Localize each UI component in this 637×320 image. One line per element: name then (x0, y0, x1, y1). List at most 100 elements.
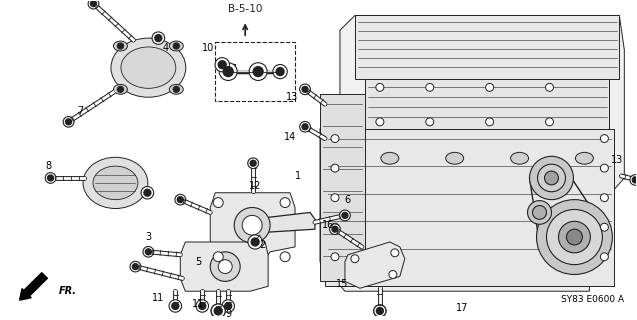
Circle shape (331, 164, 339, 172)
Circle shape (218, 260, 233, 274)
Circle shape (218, 61, 226, 69)
Circle shape (273, 65, 287, 79)
Circle shape (536, 200, 612, 275)
Polygon shape (320, 94, 365, 281)
Circle shape (169, 300, 182, 312)
Circle shape (533, 205, 547, 219)
Polygon shape (210, 193, 295, 267)
Circle shape (173, 43, 179, 49)
Circle shape (48, 175, 54, 181)
Ellipse shape (169, 41, 183, 51)
Ellipse shape (83, 157, 148, 209)
Circle shape (276, 68, 284, 76)
Circle shape (248, 158, 259, 169)
Circle shape (250, 160, 256, 166)
Ellipse shape (381, 152, 399, 164)
Polygon shape (355, 15, 619, 79)
Circle shape (376, 118, 384, 126)
Circle shape (329, 224, 340, 235)
Circle shape (601, 223, 608, 231)
Text: 17: 17 (455, 303, 468, 313)
Polygon shape (320, 15, 624, 291)
Text: 8: 8 (45, 161, 52, 171)
Circle shape (601, 135, 608, 142)
Ellipse shape (446, 152, 464, 164)
Polygon shape (345, 242, 404, 288)
Ellipse shape (121, 47, 176, 88)
Circle shape (391, 249, 399, 257)
Text: SY83 E0600 A: SY83 E0600 A (561, 295, 624, 304)
Ellipse shape (111, 38, 186, 97)
Circle shape (374, 305, 386, 317)
Polygon shape (325, 129, 614, 286)
Circle shape (389, 270, 397, 278)
Circle shape (545, 84, 554, 91)
Circle shape (630, 175, 637, 185)
Text: 3: 3 (145, 232, 152, 242)
Circle shape (223, 67, 233, 76)
Circle shape (145, 249, 152, 255)
Circle shape (545, 118, 554, 126)
Circle shape (155, 35, 162, 42)
Circle shape (299, 121, 310, 132)
Circle shape (601, 164, 608, 172)
Circle shape (132, 264, 138, 269)
Circle shape (529, 156, 573, 200)
Circle shape (302, 86, 308, 92)
Circle shape (332, 226, 338, 232)
Circle shape (144, 189, 151, 196)
Circle shape (485, 84, 494, 91)
Circle shape (213, 198, 223, 207)
Text: 10: 10 (202, 43, 215, 53)
Text: 12: 12 (249, 181, 261, 191)
Circle shape (342, 212, 348, 218)
Circle shape (559, 221, 590, 253)
Circle shape (152, 32, 164, 44)
Circle shape (175, 194, 186, 205)
Circle shape (426, 118, 434, 126)
Circle shape (302, 124, 308, 130)
Circle shape (601, 253, 608, 261)
Circle shape (280, 252, 290, 262)
Ellipse shape (113, 41, 127, 51)
Circle shape (172, 302, 179, 309)
Circle shape (351, 255, 359, 263)
Polygon shape (365, 79, 610, 129)
Circle shape (211, 304, 225, 318)
Circle shape (242, 215, 262, 235)
Circle shape (117, 43, 124, 49)
Circle shape (141, 187, 154, 199)
Circle shape (376, 308, 383, 314)
Circle shape (485, 118, 494, 126)
Circle shape (545, 171, 559, 185)
Circle shape (299, 84, 310, 95)
Circle shape (225, 302, 232, 309)
Text: 16: 16 (322, 220, 334, 230)
Circle shape (210, 252, 240, 281)
Circle shape (566, 229, 582, 245)
Circle shape (219, 63, 237, 80)
Circle shape (340, 210, 350, 221)
Text: 11: 11 (152, 293, 164, 303)
Circle shape (547, 210, 603, 265)
Ellipse shape (169, 84, 183, 94)
Circle shape (173, 86, 179, 92)
Circle shape (527, 201, 552, 224)
Circle shape (143, 246, 154, 257)
Ellipse shape (511, 152, 529, 164)
Text: 1: 1 (295, 171, 301, 181)
Circle shape (214, 307, 222, 315)
Circle shape (331, 223, 339, 231)
Circle shape (376, 84, 384, 91)
Text: 2: 2 (259, 240, 265, 250)
Circle shape (601, 194, 608, 202)
Circle shape (88, 0, 99, 9)
Circle shape (249, 63, 267, 80)
Circle shape (251, 238, 259, 246)
Circle shape (280, 198, 290, 207)
Bar (215, 42, 295, 101)
FancyArrow shape (20, 273, 47, 300)
Circle shape (234, 207, 270, 243)
Circle shape (117, 86, 124, 92)
Circle shape (248, 235, 262, 249)
